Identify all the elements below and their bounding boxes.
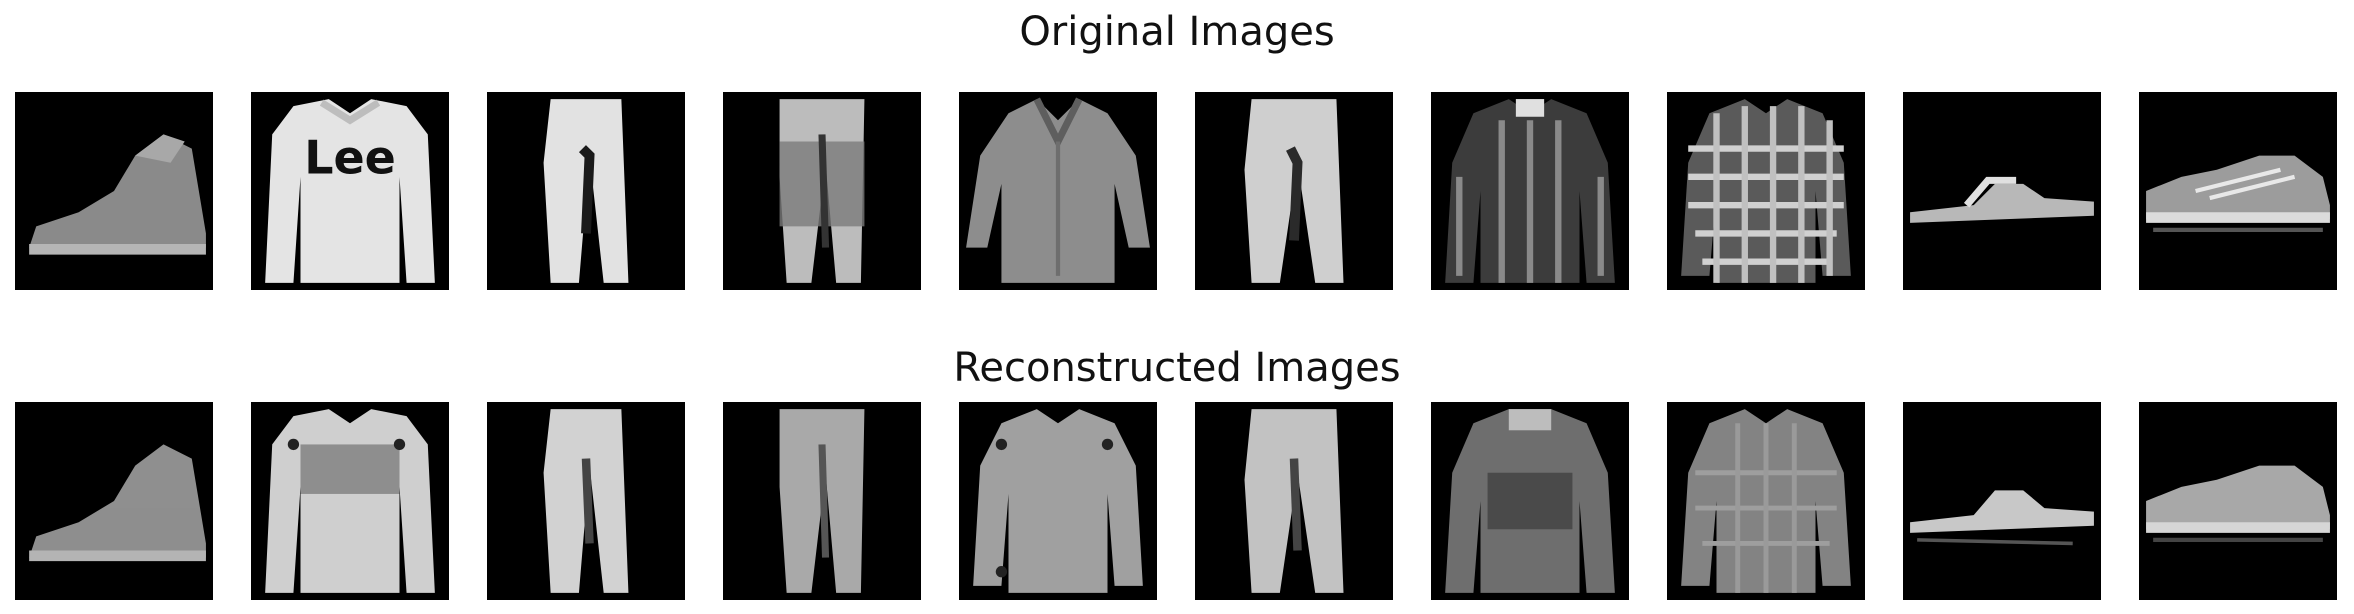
reconstructed-image-10: sneaker <box>2139 402 2337 600</box>
original-image-7: coat <box>1431 92 1629 290</box>
original-image-5: shirt <box>959 92 1157 290</box>
original-image-1: ankle boot <box>15 92 213 290</box>
reconstructed-image-2: pullover <box>251 402 449 600</box>
original-image-8: plaid shirt <box>1667 92 1865 290</box>
reconstructed-image-4: trouser <box>723 402 921 600</box>
reconstructed-image-1: ankle boot <box>15 402 213 600</box>
reconstructed-image-3: trouser <box>487 402 685 600</box>
reconstructed-images-row: ankle boot pullover trouser trouser <box>0 402 2354 600</box>
reconstructed-image-5: shirt <box>959 402 1157 600</box>
reconstructed-image-8: shirt <box>1667 402 1865 600</box>
original-image-4: trouser <box>723 92 921 290</box>
original-image-6: trouser <box>1195 92 1393 290</box>
original-image-3: trouser <box>487 92 685 290</box>
original-image-2: Lee pullover with Lee logo <box>251 92 449 290</box>
reconstructed-images-title: Reconstructed Images <box>953 345 1401 391</box>
original-image-9: sandal <box>1903 92 2101 290</box>
original-image-10: sneaker <box>2139 92 2337 290</box>
reconstructed-image-9: sandal <box>1903 402 2101 600</box>
original-images-row: ankle boot Lee pullover with Lee logo tr… <box>0 92 2354 290</box>
reconstructed-image-7: coat <box>1431 402 1629 600</box>
original-images-title: Original Images <box>1019 9 1335 55</box>
lee-logo: Lee <box>304 130 396 184</box>
reconstructed-image-6: trouser <box>1195 402 1393 600</box>
